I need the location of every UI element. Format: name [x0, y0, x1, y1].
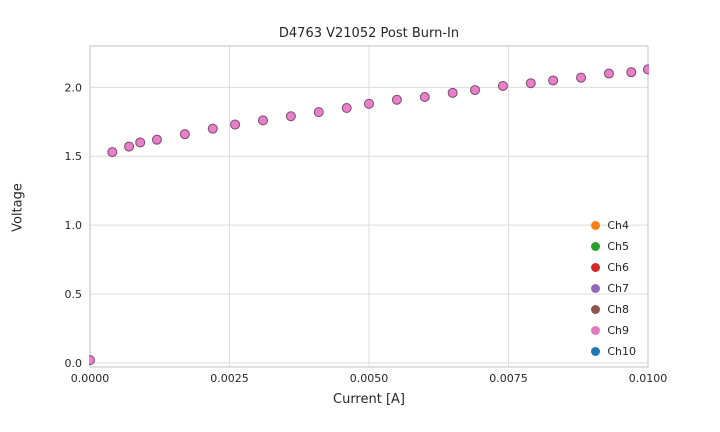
legend-swatch-icon — [591, 263, 601, 272]
data-point — [135, 137, 146, 148]
y-tick-label: 0.5 — [65, 288, 83, 301]
plot-border — [89, 45, 649, 368]
data-point — [124, 141, 135, 152]
legend-swatch-icon — [591, 326, 601, 335]
data-point — [643, 64, 649, 75]
data-point — [179, 129, 190, 140]
legend-item: Ch10 — [591, 341, 636, 362]
data-point — [230, 119, 241, 130]
y-tick-label: 1.0 — [65, 219, 83, 232]
legend-swatch-icon — [591, 284, 601, 293]
legend-item: Ch6 — [591, 257, 636, 278]
data-point — [313, 107, 324, 118]
data-point — [257, 115, 268, 126]
data-point — [525, 78, 536, 89]
legend-label: Ch6 — [607, 261, 629, 274]
legend-item: Ch4 — [591, 215, 636, 236]
data-point — [391, 94, 402, 105]
legend-swatch-icon — [591, 221, 601, 230]
legend-label: Ch4 — [607, 219, 629, 232]
x-tick-label: 0.0075 — [489, 372, 528, 385]
y-tick-label: 1.5 — [65, 150, 83, 163]
data-point — [447, 87, 458, 98]
data-point — [576, 72, 587, 83]
legend-item: Ch7 — [591, 278, 636, 299]
legend-swatch-icon — [591, 305, 601, 314]
legend-label: Ch5 — [607, 240, 629, 253]
y-axis-label: Voltage — [10, 183, 26, 232]
legend-swatch-icon — [591, 347, 601, 356]
data-point — [107, 147, 118, 158]
x-tick-label: 0.0100 — [629, 372, 668, 385]
y-tick-label: 2.0 — [65, 81, 83, 94]
legend-item: Ch8 — [591, 299, 636, 320]
legend-swatch-icon — [591, 242, 601, 251]
data-point — [470, 85, 481, 96]
legend: Ch4 Ch5 Ch6 Ch7 Ch8 Ch9 Ch10 — [591, 215, 636, 362]
data-point — [89, 355, 95, 366]
legend-item: Ch5 — [591, 236, 636, 257]
data-point — [497, 80, 508, 91]
legend-label: Ch8 — [607, 303, 629, 316]
x-tick-label: 0.0000 — [71, 372, 110, 385]
x-axis-label: Current [A] — [333, 392, 405, 407]
x-tick-label: 0.0025 — [210, 372, 249, 385]
data-point — [151, 134, 162, 145]
data-points-group — [89, 64, 649, 366]
legend-label: Ch9 — [607, 324, 629, 337]
data-point — [419, 91, 430, 102]
legend-item: Ch9 — [591, 320, 636, 341]
y-tick-label: 0.0 — [65, 357, 83, 370]
legend-label: Ch7 — [607, 282, 629, 295]
data-point — [626, 67, 637, 78]
chart-title: D4763 V21052 Post Burn-In — [278, 26, 460, 41]
data-point — [341, 102, 352, 113]
data-point — [548, 75, 559, 86]
x-tick-label: 0.0050 — [350, 372, 389, 385]
data-point — [603, 68, 614, 79]
data-point — [285, 111, 296, 122]
legend-label: Ch10 — [607, 345, 636, 358]
data-point — [364, 98, 374, 109]
data-point — [207, 123, 218, 134]
